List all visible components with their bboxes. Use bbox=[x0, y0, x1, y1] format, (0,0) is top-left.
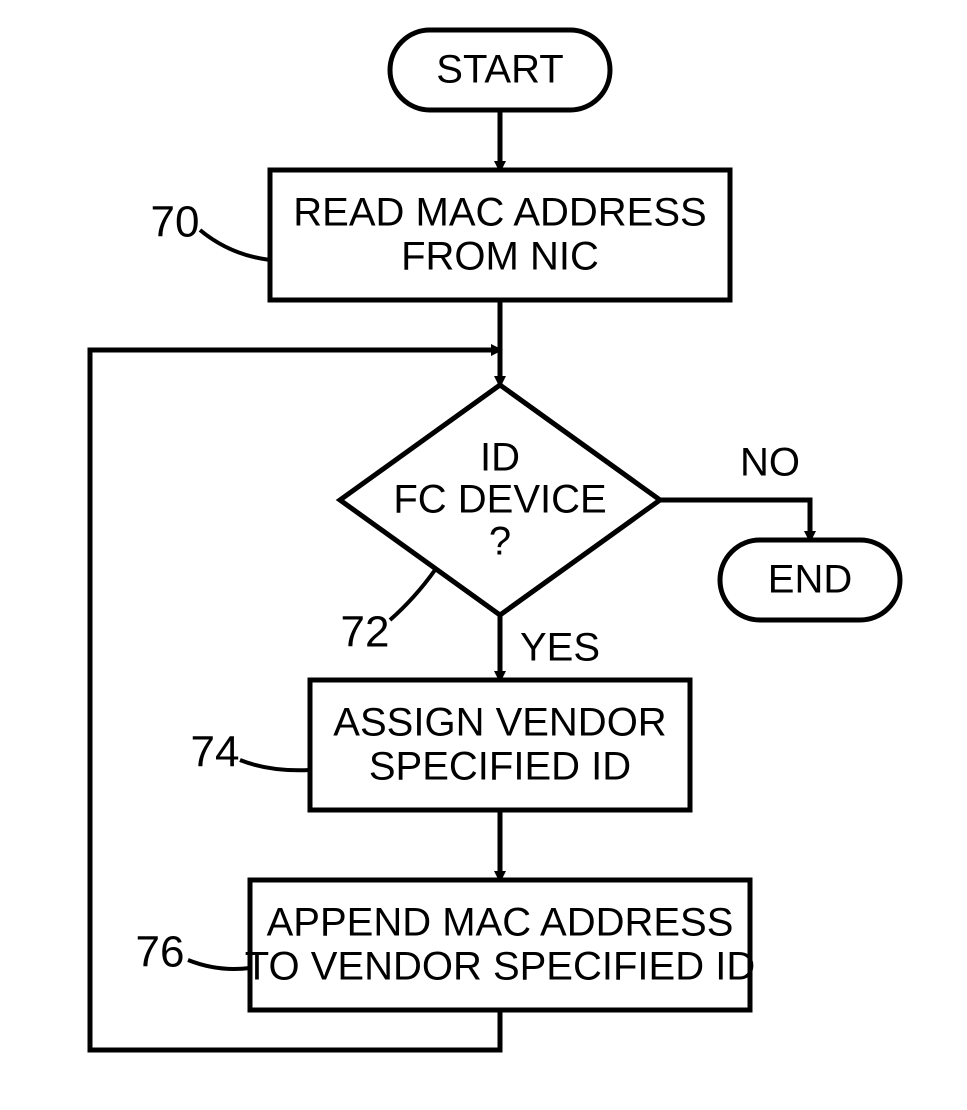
node-start: START bbox=[390, 30, 610, 110]
end-label: END bbox=[768, 558, 852, 602]
start-label: START bbox=[436, 48, 563, 92]
ref-r74: 74 bbox=[191, 728, 240, 777]
decide-label-line-1: FC DEVICE bbox=[393, 478, 606, 522]
edge-decide_end bbox=[660, 500, 810, 540]
node-read: READ MAC ADDRESSFROM NIC bbox=[270, 170, 730, 300]
nodes: START READ MAC ADDRESSFROM NIC IDFC DEVICE… bbox=[245, 30, 900, 1010]
ref-r70: 70 bbox=[151, 198, 200, 247]
assign-label-line-1: SPECIFIED ID bbox=[369, 745, 631, 789]
edge-decide_end-label: NO bbox=[740, 441, 800, 485]
ref-r76: 76 bbox=[136, 928, 185, 977]
decide-label-line-2: ? bbox=[489, 520, 511, 564]
append-label-line-0: APPEND MAC ADDRESS bbox=[267, 901, 734, 945]
append-label-line-1: TO VENDOR SPECIFIED ID bbox=[245, 945, 755, 989]
read-label-line-1: FROM NIC bbox=[401, 235, 599, 279]
node-assign: ASSIGN VENDORSPECIFIED ID bbox=[310, 680, 690, 810]
ref-r76-leader bbox=[188, 960, 250, 969]
node-append: APPEND MAC ADDRESSTO VENDOR SPECIFIED ID bbox=[245, 880, 755, 1010]
flowchart-diagram: YES NO START READ MAC ADDRESSFROM NIC IDFC … bbox=[0, 0, 967, 1110]
ref-r72-leader bbox=[390, 570, 435, 620]
assign-label-line-0: ASSIGN VENDOR bbox=[333, 701, 666, 745]
reference-labels: 70 72 74 76 bbox=[136, 198, 435, 977]
node-end: END bbox=[720, 540, 900, 620]
ref-r70-leader bbox=[200, 230, 270, 260]
node-decide: IDFC DEVICE? bbox=[340, 385, 660, 615]
edge-decide_assign-label: YES bbox=[520, 626, 600, 670]
ref-r74-leader bbox=[240, 760, 310, 770]
decide-label-line-0: ID bbox=[480, 436, 520, 480]
read-label-line-0: READ MAC ADDRESS bbox=[293, 191, 706, 235]
ref-r72: 72 bbox=[341, 608, 390, 657]
